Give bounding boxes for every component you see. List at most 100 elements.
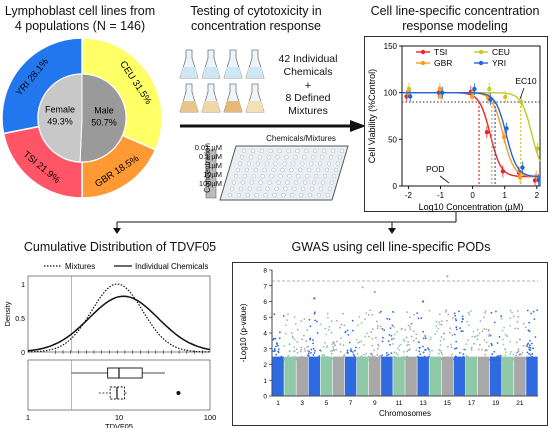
- chromosome-label-19: 19: [492, 400, 500, 407]
- snp-point: [392, 343, 394, 345]
- snp-point: [397, 347, 399, 350]
- well: [287, 174, 292, 179]
- snp-point: [325, 346, 328, 349]
- snp-point: [418, 356, 420, 359]
- well: [320, 155, 325, 160]
- snp-point: [282, 315, 285, 317]
- well: [235, 167, 241, 172]
- snp-point: [493, 321, 496, 324]
- snp-point: [364, 335, 366, 338]
- density-frame: [27, 275, 211, 353]
- snp-point: [371, 358, 374, 361]
- snp-point: [528, 321, 531, 324]
- snp-point: [368, 335, 370, 338]
- snp-point: [509, 353, 511, 355]
- concentration-axis-label: Concentration: [203, 143, 212, 193]
- snp-point: [321, 354, 324, 357]
- snp-point: [522, 345, 525, 347]
- snp-point: [319, 323, 322, 326]
- chromosome-band-4: [308, 356, 321, 396]
- snp-point: [431, 358, 434, 360]
- snp-point: [394, 357, 397, 360]
- snp-point: [351, 319, 354, 322]
- snp-point: [509, 325, 511, 327]
- snp-point: [375, 320, 378, 323]
- snp-point: [312, 358, 314, 361]
- snp-point: [500, 315, 503, 318]
- snp-point: [296, 328, 299, 331]
- snp-point: [299, 350, 302, 353]
- snp-point: [504, 354, 507, 356]
- snp-point: [389, 327, 392, 330]
- well: [307, 167, 312, 172]
- snp-point: [340, 337, 342, 339]
- snp-point: [471, 335, 474, 338]
- snp-point: [283, 358, 286, 361]
- well: [290, 192, 295, 198]
- snp-point: [352, 351, 354, 353]
- snp-point: [286, 356, 288, 358]
- chromosome-band-20: [502, 356, 514, 396]
- snp-point: [491, 353, 494, 356]
- snp-point: [510, 351, 513, 353]
- snp-point: [376, 354, 379, 356]
- snp-point: [515, 341, 518, 344]
- snp-point: [536, 309, 539, 312]
- well: [271, 167, 276, 172]
- snp-point: [307, 349, 309, 352]
- snp-point: [484, 349, 487, 352]
- snp-point: [273, 337, 275, 340]
- snp-point: [490, 342, 493, 345]
- snp-point: [522, 322, 525, 325]
- well: [318, 186, 324, 191]
- well: [239, 155, 245, 160]
- snp-point: [339, 326, 341, 329]
- conc-2: 1µM: [207, 161, 222, 170]
- snp-point: [417, 317, 420, 320]
- snp-point: [535, 358, 538, 360]
- snp-point: [357, 358, 360, 361]
- well: [253, 167, 258, 172]
- snp-point: [509, 317, 511, 320]
- snp-point: [307, 345, 310, 348]
- snp-point: [352, 357, 355, 360]
- snp-point: [307, 352, 310, 355]
- legend-ceu: CEU: [492, 47, 510, 57]
- snp-point: [398, 345, 400, 347]
- snp-point: [358, 341, 361, 343]
- snp-point: [285, 324, 287, 326]
- well: [325, 192, 330, 198]
- snp-point: [437, 352, 440, 355]
- snp-point: [455, 319, 458, 322]
- well: [277, 148, 282, 154]
- snp-point: [378, 311, 381, 314]
- snp-point: [318, 355, 321, 357]
- snp-point: [387, 358, 390, 361]
- snp-point: [303, 334, 305, 337]
- snp-point: [467, 339, 470, 342]
- snp-point: [277, 348, 280, 351]
- snp-point: [429, 336, 432, 339]
- snp-point: [358, 346, 361, 349]
- snp-point: [467, 311, 470, 314]
- well: [293, 155, 298, 160]
- snp-point: [370, 353, 373, 356]
- well: [327, 186, 332, 191]
- snp-point: [407, 341, 409, 343]
- snp-point: [450, 343, 452, 346]
- snp-point: [455, 347, 458, 350]
- manhattan-ytick-label-7: 7: [263, 283, 267, 290]
- snp-point: [327, 316, 329, 319]
- legend-marker: [420, 49, 426, 55]
- snp-point: [463, 348, 466, 351]
- well: [241, 148, 247, 154]
- snp-point: [360, 355, 363, 358]
- snp-point: [521, 351, 524, 354]
- well: [310, 186, 315, 191]
- density-tick-0.5: 0.5: [15, 316, 25, 323]
- snp-point: [419, 353, 422, 355]
- snp-point: [460, 358, 463, 361]
- snp-point: [356, 352, 359, 355]
- snp-point: [396, 331, 399, 333]
- snp-point: [331, 349, 334, 352]
